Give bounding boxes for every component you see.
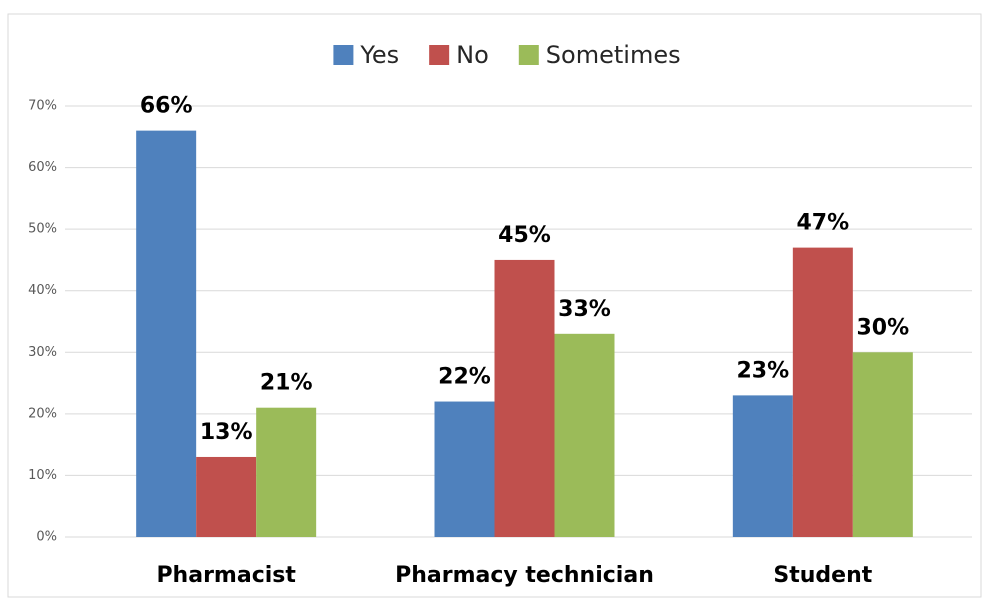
y-tick-label: 30%	[28, 345, 57, 360]
value-label: 13%	[200, 420, 253, 445]
bar	[434, 401, 495, 537]
value-label: 33%	[558, 297, 611, 322]
x-tick-label: Pharmacy technician	[395, 563, 654, 588]
legend-swatch	[429, 45, 450, 65]
y-tick-label: 0%	[36, 530, 57, 545]
x-tick-label: Pharmacist	[156, 563, 296, 588]
legend-label: Yes	[359, 41, 399, 69]
value-label: 21%	[260, 371, 313, 396]
y-tick-label: 20%	[28, 406, 57, 421]
bar	[136, 130, 197, 537]
y-tick-label: 60%	[28, 160, 57, 175]
legend-label: No	[456, 41, 489, 69]
bar	[554, 333, 615, 537]
bar	[852, 352, 913, 537]
y-tick-label: 70%	[28, 99, 57, 114]
value-label: 30%	[856, 315, 909, 340]
bar	[196, 456, 257, 537]
value-label: 45%	[498, 223, 551, 248]
value-label: 66%	[140, 94, 193, 119]
value-label: 22%	[438, 365, 491, 390]
legend-swatch	[333, 45, 354, 65]
bar	[792, 247, 853, 537]
legend-swatch	[518, 45, 539, 65]
bar	[256, 407, 317, 537]
value-label: 23%	[736, 358, 789, 383]
y-tick-label: 40%	[28, 283, 57, 298]
bar	[494, 259, 555, 537]
bar	[732, 395, 793, 537]
legend-label: Sometimes	[546, 41, 681, 69]
value-label: 47%	[796, 211, 849, 236]
x-tick-label: Student	[773, 563, 872, 588]
y-tick-label: 10%	[28, 468, 57, 483]
y-tick-label: 50%	[28, 222, 57, 237]
